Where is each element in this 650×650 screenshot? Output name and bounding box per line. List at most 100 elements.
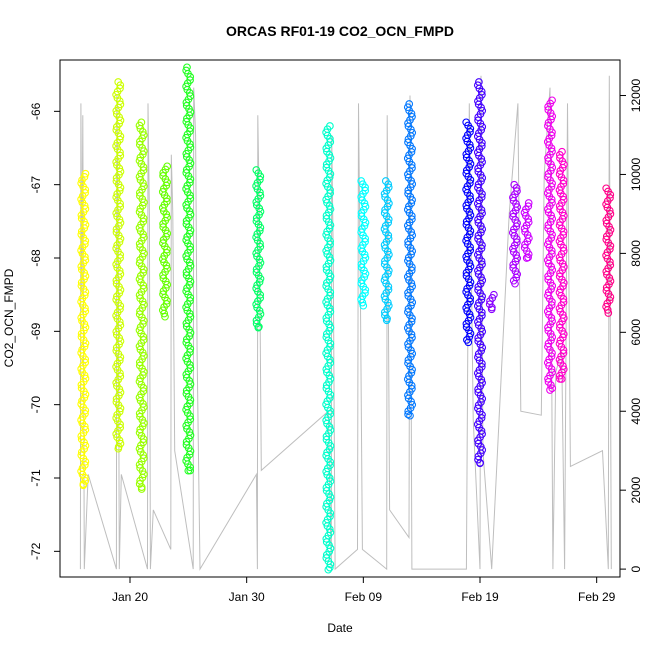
data-point bbox=[509, 244, 517, 253]
flight-points-6 bbox=[252, 166, 265, 332]
y2-tick-label: 2000 bbox=[629, 477, 643, 504]
data-point bbox=[603, 306, 612, 314]
data-point bbox=[77, 432, 86, 440]
data-point bbox=[159, 271, 167, 279]
data-point bbox=[163, 178, 171, 187]
data-point bbox=[548, 128, 556, 137]
data-point bbox=[135, 358, 144, 367]
data-point bbox=[186, 447, 195, 456]
data-point bbox=[602, 267, 611, 276]
data-point bbox=[487, 305, 496, 314]
data-point bbox=[77, 211, 86, 220]
data-point bbox=[252, 249, 261, 258]
data-point bbox=[322, 483, 331, 492]
data-point bbox=[546, 386, 554, 394]
data-point bbox=[163, 296, 171, 305]
data-point bbox=[404, 407, 413, 416]
data-point bbox=[604, 309, 613, 317]
data-point bbox=[139, 214, 148, 223]
data-point bbox=[359, 301, 368, 310]
data-point bbox=[557, 375, 566, 383]
data-point bbox=[326, 288, 335, 297]
data-point bbox=[252, 198, 261, 206]
flight-points-2 bbox=[112, 78, 125, 453]
y-axis-label: CO2_OCN_FMPD bbox=[2, 268, 16, 367]
data-point bbox=[112, 225, 121, 234]
data-point bbox=[544, 323, 552, 332]
data-point bbox=[135, 409, 144, 418]
data-point bbox=[137, 485, 146, 493]
data-point bbox=[357, 260, 366, 269]
data-point bbox=[326, 272, 335, 281]
flight-points-4 bbox=[158, 162, 172, 321]
y-axis-left: -66 -67 -68 -69 -70 -71 -72 bbox=[29, 102, 60, 560]
data-point bbox=[548, 282, 557, 290]
data-point bbox=[186, 277, 195, 286]
data-point bbox=[408, 144, 416, 153]
data-point bbox=[139, 368, 148, 376]
data-point bbox=[116, 81, 125, 90]
data-point bbox=[509, 193, 517, 202]
data-point bbox=[357, 244, 366, 253]
data-point bbox=[544, 374, 552, 383]
data-point bbox=[474, 164, 482, 173]
data-point bbox=[112, 327, 121, 336]
data-point bbox=[135, 240, 144, 248]
data-point bbox=[161, 312, 169, 321]
data-point bbox=[606, 190, 615, 199]
data-point bbox=[559, 176, 568, 185]
data-point bbox=[380, 241, 389, 249]
data-point bbox=[522, 254, 531, 262]
data-point bbox=[555, 253, 564, 262]
data-point bbox=[464, 338, 473, 347]
data-point bbox=[474, 266, 482, 275]
data-point bbox=[135, 121, 144, 130]
data-point bbox=[524, 199, 533, 207]
chart-title: ORCAS RF01-19 CO2_OCN_FMPD bbox=[226, 23, 454, 39]
data-point bbox=[559, 279, 568, 287]
data-point bbox=[473, 148, 482, 157]
data-point bbox=[186, 396, 195, 404]
y-tick-label: -71 bbox=[29, 469, 43, 487]
data-point bbox=[462, 320, 471, 328]
flight-layer bbox=[77, 63, 615, 574]
data-point bbox=[81, 355, 90, 364]
data-point bbox=[81, 339, 90, 348]
data-point bbox=[406, 411, 414, 420]
data-point bbox=[544, 272, 552, 281]
data-point bbox=[474, 385, 482, 394]
data-point bbox=[404, 170, 412, 179]
data-point bbox=[326, 237, 335, 246]
flight-points-12 bbox=[473, 78, 487, 468]
data-point bbox=[112, 276, 121, 285]
data-point bbox=[466, 329, 475, 338]
data-point bbox=[544, 102, 552, 111]
data-point bbox=[559, 330, 568, 338]
data-point bbox=[186, 124, 195, 132]
data-point bbox=[462, 150, 471, 159]
data-point bbox=[408, 196, 416, 204]
data-point bbox=[139, 265, 148, 274]
data-point bbox=[79, 481, 88, 490]
data-point bbox=[256, 274, 265, 283]
data-point bbox=[116, 234, 125, 243]
flight-points-9 bbox=[380, 177, 393, 325]
data-point bbox=[408, 247, 417, 256]
y2-tick-label: 6000 bbox=[629, 319, 643, 346]
data-point bbox=[476, 459, 484, 468]
data-point bbox=[408, 314, 416, 323]
data-point bbox=[384, 266, 393, 275]
data-point bbox=[182, 98, 191, 107]
data-point bbox=[403, 221, 412, 230]
data-point bbox=[182, 421, 191, 430]
y-axis-right: 0 2000 4000 6000 8000 10000 12000 bbox=[620, 79, 643, 572]
data-point bbox=[256, 290, 265, 299]
data-point bbox=[159, 220, 167, 228]
data-point bbox=[544, 205, 552, 213]
data-point bbox=[511, 279, 519, 288]
data-point bbox=[116, 404, 125, 413]
data-point bbox=[478, 359, 486, 368]
data-point bbox=[404, 288, 412, 297]
data-point bbox=[544, 154, 552, 162]
data-point bbox=[324, 565, 333, 574]
